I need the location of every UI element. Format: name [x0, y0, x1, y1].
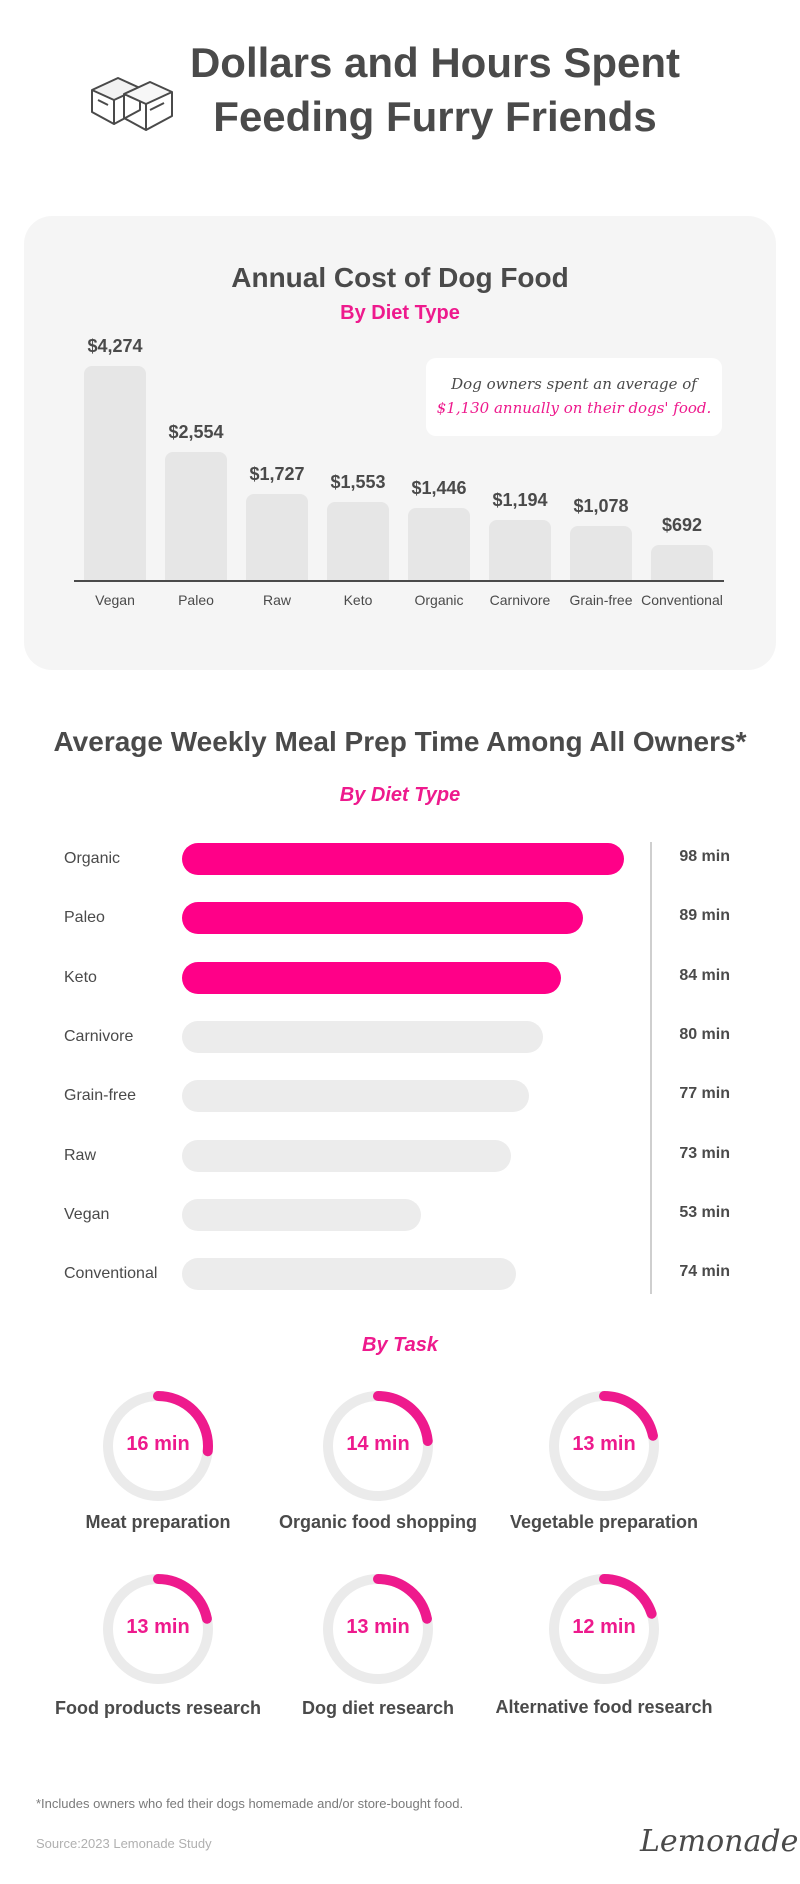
donut-label: Organic food shopping	[279, 1512, 477, 1532]
donut-arc	[323, 1391, 433, 1501]
cost-bar	[84, 366, 146, 580]
donut-value: 14 min	[346, 1433, 410, 1455]
cost-bar-value: $692	[661, 515, 703, 536]
prep-bar	[182, 1080, 530, 1113]
donut-arc	[549, 1574, 659, 1684]
cost-bar-label: Raw	[262, 592, 291, 608]
prep-chart-title: Average Weekly Meal Prep Time Among All …	[53, 726, 747, 757]
cost-bar	[489, 520, 551, 580]
title-line-1: Dollars and Hours Spent	[189, 39, 681, 86]
prep-bar-label: Raw	[64, 1146, 97, 1164]
donut-value: 16 min	[126, 1433, 190, 1455]
tasks-subtitle: By Task	[362, 1334, 438, 1356]
average-note-line1: Dog owners spent an average of	[451, 375, 697, 393]
cost-bar	[570, 526, 632, 580]
cost-bar-value: $1,078	[573, 496, 629, 517]
cost-bar-label: Vegan	[95, 592, 135, 608]
donut-arc	[103, 1574, 213, 1684]
prep-bar	[182, 902, 584, 935]
cost-chart-card	[24, 216, 776, 670]
cost-bar	[165, 452, 227, 580]
task-donut	[549, 1574, 659, 1684]
donut-arc	[549, 1391, 659, 1501]
prep-bar-value: 77 min	[679, 1085, 730, 1103]
cost-bar-label: Organic	[414, 592, 464, 608]
brand-logo: Lemonade	[640, 1824, 799, 1859]
prep-bar-label: Conventional	[64, 1265, 158, 1283]
prep-bar	[182, 1139, 512, 1172]
task-donut	[323, 1391, 433, 1501]
prep-bar-value: 98 min	[679, 848, 730, 865]
title-line-2: Feeding Furry Friends	[213, 93, 657, 140]
cost-chart-title: Annual Cost of Dog Food	[231, 262, 569, 293]
donut-value: 12 min	[572, 1616, 636, 1638]
prep-bar-label: Organic	[64, 850, 121, 867]
cost-bar-label: Carnivore	[489, 592, 551, 608]
cost-bar	[651, 545, 713, 580]
average-note-line2: $1,130 annually on their dogs' food.	[436, 399, 712, 417]
cost-bar-value: $1,446	[411, 477, 467, 498]
prep-bar-label: Vegan	[64, 1205, 110, 1223]
donut-arc	[103, 1391, 213, 1501]
cost-bar	[408, 507, 470, 580]
prep-bar-value: 53 min	[679, 1203, 730, 1221]
cost-bar	[327, 502, 389, 580]
cost-chart-subtitle: By Diet Type	[340, 302, 460, 324]
page-title: Dollars and Hours Spent Feeding Furry Fr…	[0, 36, 800, 144]
task-donut	[103, 1574, 213, 1684]
task-donut	[549, 1391, 659, 1501]
cost-bar-value: $2,554	[168, 422, 224, 443]
donut-label: Meat preparation	[85, 1512, 231, 1532]
footnote: *Includes owners who fed their dogs home…	[36, 1796, 464, 1811]
prep-bar-label: Paleo	[64, 909, 105, 927]
prep-bar-label: Carnivore	[64, 1027, 134, 1045]
prep-bar	[182, 843, 624, 875]
cost-bar-label: Conventional	[641, 592, 723, 608]
prep-bar-label: Keto	[64, 968, 97, 986]
donut-label: Dog diet research	[301, 1698, 455, 1718]
donut-label: Food products research	[54, 1698, 262, 1718]
donut-value: 13 min	[572, 1433, 636, 1455]
prep-chart-divider	[650, 842, 652, 1294]
donut-value: 13 min	[126, 1616, 190, 1638]
task-donut	[103, 1391, 213, 1501]
cost-bar-value: $1,727	[249, 463, 305, 484]
prep-bar	[182, 1258, 516, 1291]
prep-bar-value: 73 min	[679, 1144, 730, 1162]
cost-bar-value: $1,194	[492, 490, 548, 511]
prep-bar	[182, 1020, 543, 1053]
donut-label: Alternative food research	[495, 1697, 713, 1717]
average-note: Dog owners spent an average of $1,130 an…	[426, 358, 722, 436]
cost-bar-label: Paleo	[178, 592, 214, 608]
donut-value: 13 min	[346, 1616, 410, 1638]
prep-bar-value: 84 min	[679, 966, 730, 984]
cost-bar-label: Keto	[343, 592, 373, 608]
prep-bar	[182, 961, 561, 994]
food-box-icon	[91, 77, 173, 131]
cost-bar	[246, 493, 308, 580]
prep-bar-value: 74 min	[679, 1263, 730, 1281]
donut-label: Vegetable preparation	[509, 1512, 699, 1532]
cost-bar-label: Grain-free	[569, 592, 633, 608]
prep-chart-subtitle: By Diet Type	[339, 784, 461, 806]
donut-arc	[323, 1574, 433, 1684]
prep-bar-value: 80 min	[679, 1025, 730, 1043]
prep-bar-value: 89 min	[679, 907, 730, 925]
task-donut	[323, 1574, 433, 1684]
cost-chart-baseline	[74, 580, 724, 582]
source-text: Source:2023 Lemonade Study	[36, 1836, 212, 1851]
cost-bar-value: $1,553	[330, 472, 386, 493]
cost-bar-value: $4,274	[87, 336, 143, 356]
prep-bar	[182, 1198, 422, 1231]
prep-bar-label: Grain-free	[64, 1087, 137, 1105]
